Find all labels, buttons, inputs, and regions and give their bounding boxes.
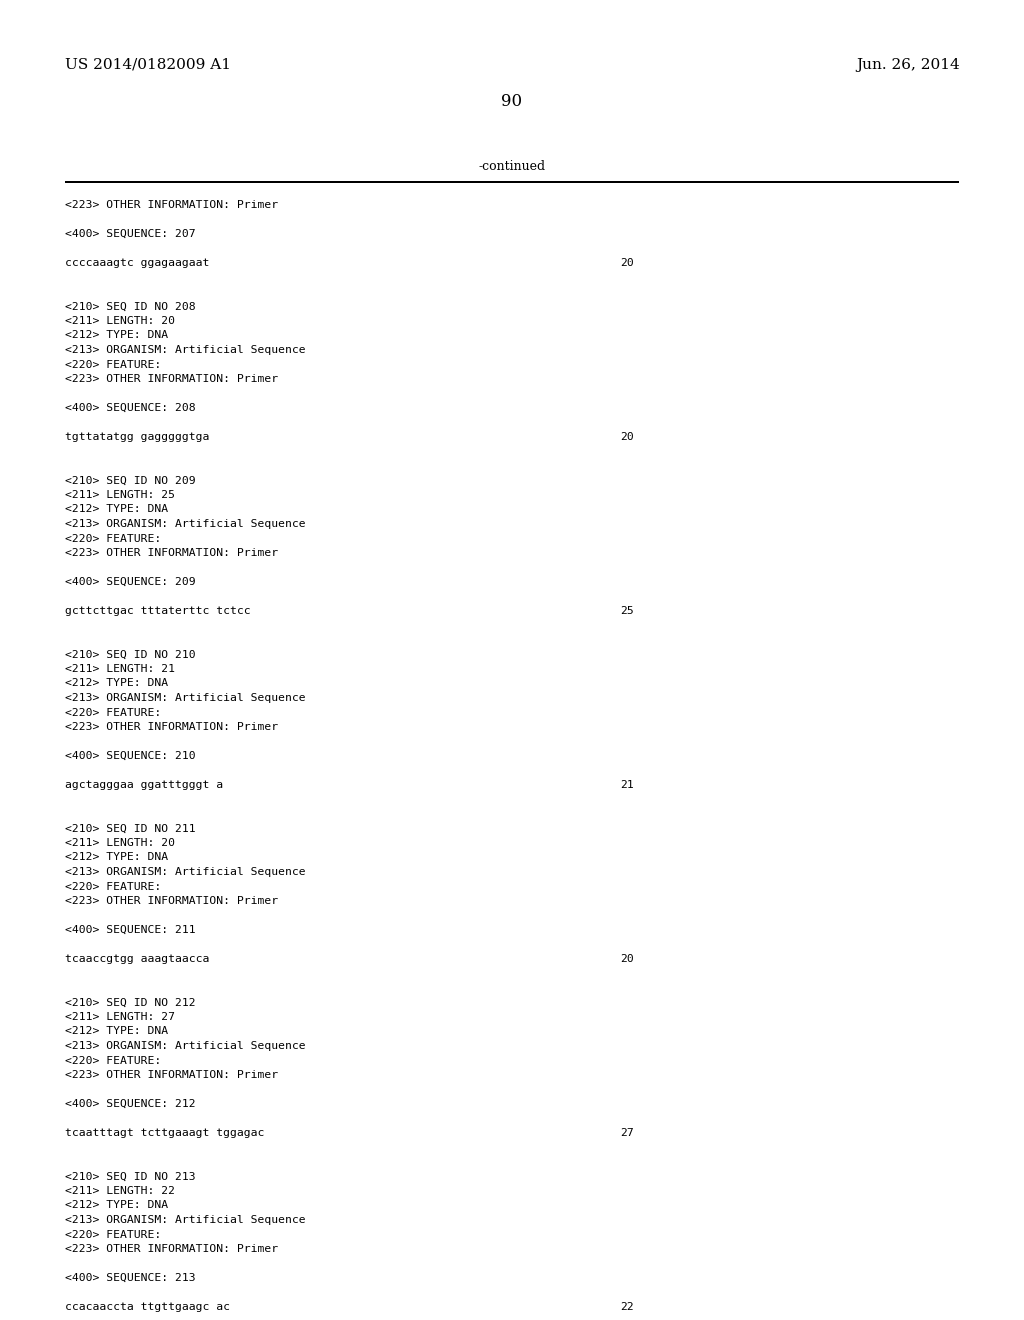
Text: gcttcttgac tttaterttc tctcc: gcttcttgac tttaterttc tctcc <box>65 606 251 616</box>
Text: 27: 27 <box>620 1129 634 1138</box>
Text: <220> FEATURE:: <220> FEATURE: <box>65 708 161 718</box>
Text: <210> SEQ ID NO 213: <210> SEQ ID NO 213 <box>65 1172 196 1181</box>
Text: <211> LENGTH: 25: <211> LENGTH: 25 <box>65 490 175 500</box>
Text: 21: 21 <box>620 780 634 789</box>
Text: <212> TYPE: DNA: <212> TYPE: DNA <box>65 330 168 341</box>
Text: <400> SEQUENCE: 210: <400> SEQUENCE: 210 <box>65 751 196 762</box>
Text: <212> TYPE: DNA: <212> TYPE: DNA <box>65 678 168 689</box>
Text: <400> SEQUENCE: 212: <400> SEQUENCE: 212 <box>65 1100 196 1109</box>
Text: ccccaaagtc ggagaagaat: ccccaaagtc ggagaagaat <box>65 257 209 268</box>
Text: <220> FEATURE:: <220> FEATURE: <box>65 1056 161 1065</box>
Text: <211> LENGTH: 20: <211> LENGTH: 20 <box>65 315 175 326</box>
Text: <212> TYPE: DNA: <212> TYPE: DNA <box>65 1027 168 1036</box>
Text: <223> OTHER INFORMATION: Primer: <223> OTHER INFORMATION: Primer <box>65 1071 279 1080</box>
Text: <400> SEQUENCE: 213: <400> SEQUENCE: 213 <box>65 1272 196 1283</box>
Text: ccacaaccta ttgttgaagc ac: ccacaaccta ttgttgaagc ac <box>65 1302 230 1312</box>
Text: <223> OTHER INFORMATION: Primer: <223> OTHER INFORMATION: Primer <box>65 201 279 210</box>
Text: <223> OTHER INFORMATION: Primer: <223> OTHER INFORMATION: Primer <box>65 1243 279 1254</box>
Text: <212> TYPE: DNA: <212> TYPE: DNA <box>65 504 168 515</box>
Text: tgttatatgg gagggggtga: tgttatatgg gagggggtga <box>65 432 209 442</box>
Text: <211> LENGTH: 27: <211> LENGTH: 27 <box>65 1012 175 1022</box>
Text: <210> SEQ ID NO 210: <210> SEQ ID NO 210 <box>65 649 196 660</box>
Text: <400> SEQUENCE: 211: <400> SEQUENCE: 211 <box>65 925 196 935</box>
Text: <220> FEATURE:: <220> FEATURE: <box>65 359 161 370</box>
Text: -continued: -continued <box>478 160 546 173</box>
Text: 20: 20 <box>620 432 634 442</box>
Text: <223> OTHER INFORMATION: Primer: <223> OTHER INFORMATION: Primer <box>65 722 279 733</box>
Text: <220> FEATURE:: <220> FEATURE: <box>65 533 161 544</box>
Text: <400> SEQUENCE: 209: <400> SEQUENCE: 209 <box>65 577 196 587</box>
Text: <223> OTHER INFORMATION: Primer: <223> OTHER INFORMATION: Primer <box>65 896 279 906</box>
Text: agctagggaa ggatttgggt a: agctagggaa ggatttgggt a <box>65 780 223 789</box>
Text: 20: 20 <box>620 954 634 964</box>
Text: <213> ORGANISM: Artificial Sequence: <213> ORGANISM: Artificial Sequence <box>65 867 305 876</box>
Text: <213> ORGANISM: Artificial Sequence: <213> ORGANISM: Artificial Sequence <box>65 519 305 529</box>
Text: <223> OTHER INFORMATION: Primer: <223> OTHER INFORMATION: Primer <box>65 374 279 384</box>
Text: <212> TYPE: DNA: <212> TYPE: DNA <box>65 1200 168 1210</box>
Text: <210> SEQ ID NO 211: <210> SEQ ID NO 211 <box>65 824 196 833</box>
Text: <211> LENGTH: 20: <211> LENGTH: 20 <box>65 838 175 847</box>
Text: <400> SEQUENCE: 207: <400> SEQUENCE: 207 <box>65 228 196 239</box>
Text: <213> ORGANISM: Artificial Sequence: <213> ORGANISM: Artificial Sequence <box>65 693 305 704</box>
Text: <213> ORGANISM: Artificial Sequence: <213> ORGANISM: Artificial Sequence <box>65 1041 305 1051</box>
Text: tcaatttagt tcttgaaagt tggagac: tcaatttagt tcttgaaagt tggagac <box>65 1129 264 1138</box>
Text: <400> SEQUENCE: 208: <400> SEQUENCE: 208 <box>65 403 196 413</box>
Text: <213> ORGANISM: Artificial Sequence: <213> ORGANISM: Artificial Sequence <box>65 345 305 355</box>
Text: <213> ORGANISM: Artificial Sequence: <213> ORGANISM: Artificial Sequence <box>65 1214 305 1225</box>
Text: <211> LENGTH: 21: <211> LENGTH: 21 <box>65 664 175 675</box>
Text: 20: 20 <box>620 257 634 268</box>
Text: Jun. 26, 2014: Jun. 26, 2014 <box>856 58 961 73</box>
Text: <210> SEQ ID NO 208: <210> SEQ ID NO 208 <box>65 301 196 312</box>
Text: US 2014/0182009 A1: US 2014/0182009 A1 <box>65 58 231 73</box>
Text: <220> FEATURE:: <220> FEATURE: <box>65 882 161 891</box>
Text: <210> SEQ ID NO 209: <210> SEQ ID NO 209 <box>65 475 196 486</box>
Text: 25: 25 <box>620 606 634 616</box>
Text: <211> LENGTH: 22: <211> LENGTH: 22 <box>65 1185 175 1196</box>
Text: 90: 90 <box>502 92 522 110</box>
Text: <223> OTHER INFORMATION: Primer: <223> OTHER INFORMATION: Primer <box>65 548 279 558</box>
Text: <210> SEQ ID NO 212: <210> SEQ ID NO 212 <box>65 998 196 1007</box>
Text: <220> FEATURE:: <220> FEATURE: <box>65 1229 161 1239</box>
Text: tcaaccgtgg aaagtaacca: tcaaccgtgg aaagtaacca <box>65 954 209 964</box>
Text: 22: 22 <box>620 1302 634 1312</box>
Text: <212> TYPE: DNA: <212> TYPE: DNA <box>65 853 168 862</box>
